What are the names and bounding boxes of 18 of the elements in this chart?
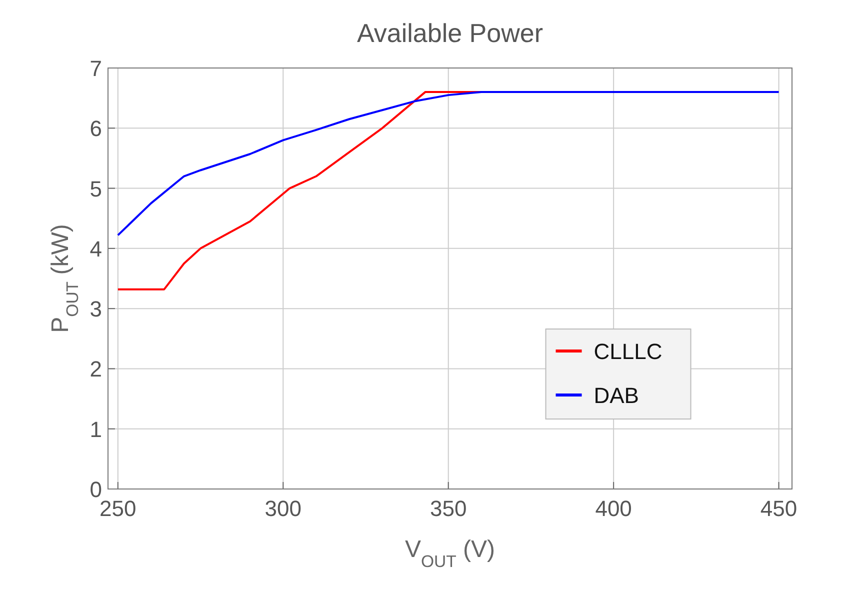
x-tick-label: 250 [100, 496, 136, 521]
y-tick-label: 4 [90, 236, 102, 262]
y-tick-label: 6 [90, 116, 102, 142]
x-tick-label: 300 [264, 496, 302, 521]
y-tick-label: 1 [90, 416, 102, 442]
x-tick-label: 400 [595, 496, 632, 521]
y-tick-label: 5 [90, 176, 102, 202]
x-axis-title: V$_{OUT}$ (V) [404, 536, 496, 570]
line-series [116, 91, 780, 236]
x-tick-label: 350 [430, 496, 467, 521]
legend-label: DAB [594, 383, 640, 408]
y-tick-label: 2 [90, 356, 102, 382]
x-tick-label: 450 [760, 496, 798, 521]
y-tick-label: 0 [90, 477, 102, 502]
y-tick-label: 3 [90, 296, 102, 322]
y-tick-label: 7 [90, 56, 102, 81]
legend-label: CLLLC [594, 339, 662, 364]
chart-title: Available Power [357, 18, 544, 48]
